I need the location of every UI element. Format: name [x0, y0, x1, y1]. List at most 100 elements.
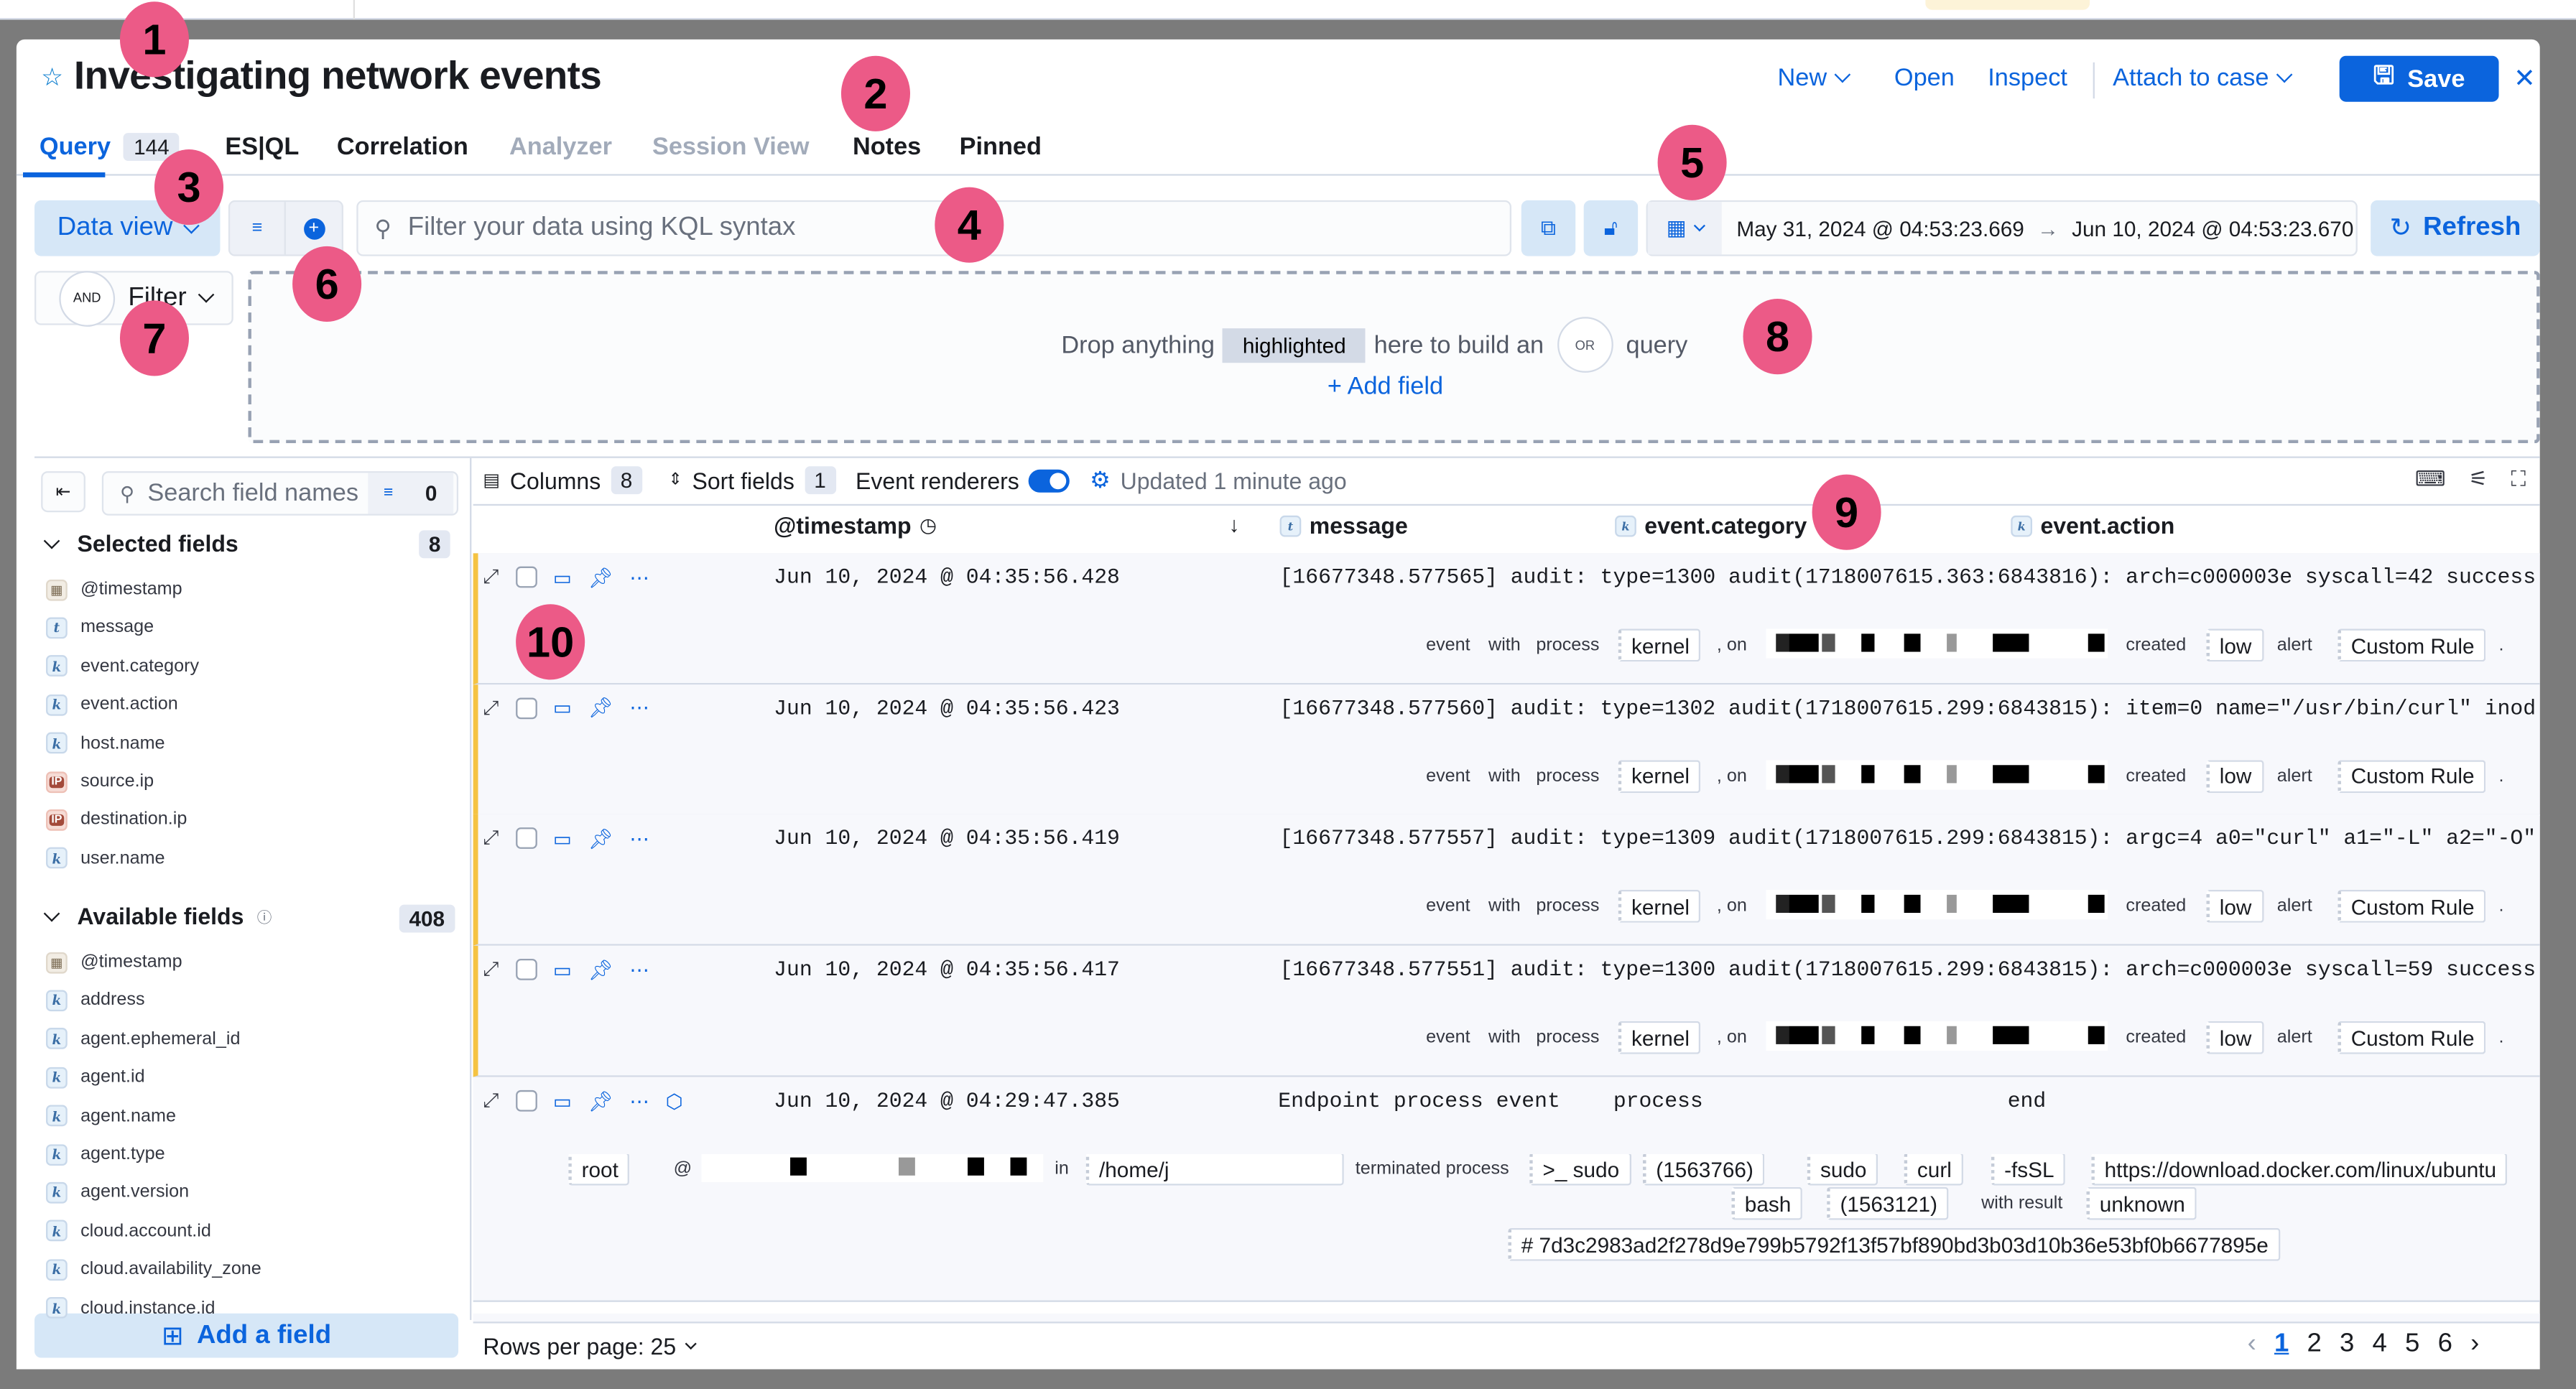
table-row[interactable] [473, 814, 2540, 947]
arg-chip[interactable]: -fsSL [1991, 1154, 2066, 1186]
tab-correlation[interactable]: Correlation [337, 133, 468, 161]
row-timestamp[interactable]: Jun 10, 2024 @ 04:35:56.428 [774, 565, 1120, 590]
chevron-right-icon[interactable]: › [2470, 1329, 2480, 1358]
expand-icon[interactable]: ⤢ [483, 565, 499, 588]
date-end[interactable]: Jun 10, 2024 @ 04:53:23.670 [2072, 215, 2354, 241]
pin-icon[interactable]: 📌︎ [588, 827, 613, 850]
date-picker[interactable]: ▦ May 31, 2024 @ 04:53:23.669 → Jun 10, … [1646, 200, 2358, 256]
severity-chip[interactable]: low [2206, 759, 2264, 793]
add-filter-button[interactable]: + [286, 202, 342, 254]
sort-descending-icon[interactable]: ↓ [1228, 512, 1240, 537]
field-search-input[interactable]: ⚲ Search field names ≡ 0 [101, 471, 459, 516]
field-list-item[interactable]: k event.action [46, 692, 178, 718]
column-header-eventcategory[interactable]: k event.category [1615, 512, 1807, 539]
severity-chip[interactable]: low [2206, 628, 2264, 662]
page-4[interactable]: 4 [2372, 1329, 2387, 1358]
field-list-item[interactable]: k agent.name [46, 1102, 176, 1129]
available-fields-toggle[interactable]: Available fields ⓘ [43, 903, 272, 929]
date-start[interactable]: May 31, 2024 @ 04:53:23.669 [1736, 215, 2024, 241]
column-header-eventaction[interactable]: k event.action [2011, 512, 2174, 539]
field-list-item[interactable]: k user.name [46, 845, 165, 872]
add-field-link[interactable]: + Add field [1327, 372, 1444, 401]
parent-process-chip[interactable]: bash [1731, 1186, 1803, 1220]
tab-es-ql[interactable]: ES|QL [225, 133, 299, 161]
kql-search-input[interactable]: ⚲ Filter your data using KQL syntax [356, 200, 1512, 256]
header-action-attach-to-case[interactable]: Attach to case [2113, 64, 2293, 92]
process-chip[interactable]: kernel [1618, 628, 1702, 662]
rule-chip[interactable]: Custom Rule [2338, 1021, 2486, 1054]
severity-chip[interactable]: low [2206, 1021, 2264, 1054]
unlock-icon[interactable]: 🔓︎ [1583, 200, 1639, 256]
field-list-item[interactable]: k cloud.availability_zone [46, 1256, 261, 1283]
expand-icon[interactable]: ⤢ [483, 826, 499, 850]
page-1[interactable]: 1 [2274, 1329, 2289, 1358]
pin-icon[interactable]: 📌︎ [588, 565, 613, 589]
chevron-left-icon[interactable]: ‹ [2247, 1329, 2256, 1358]
more-actions-icon[interactable]: ⋯ [629, 958, 649, 982]
process-chip[interactable]: kernel [1618, 1021, 1702, 1054]
tab-query[interactable]: Query 144 [40, 133, 180, 162]
display-settings-icon[interactable]: ⚟ [2468, 466, 2488, 491]
pin-icon[interactable]: 📌︎ [588, 696, 613, 720]
expand-icon[interactable]: ⤢ [483, 695, 499, 719]
pin-icon[interactable]: 📌︎ [588, 958, 613, 982]
more-actions-icon[interactable]: ⋯ [629, 1089, 649, 1112]
page-5[interactable]: 5 [2405, 1329, 2420, 1358]
field-list-item[interactable]: IP source.ip [46, 768, 154, 795]
user-chip[interactable]: root [568, 1154, 630, 1186]
row-checkbox[interactable] [515, 1090, 537, 1112]
field-list-item[interactable]: k agent.ephemeral_id [46, 1026, 240, 1052]
add-a-field-button[interactable]: ⊞ Add a field [34, 1313, 459, 1358]
field-list-item[interactable]: k agent.version [46, 1179, 189, 1206]
comment-icon[interactable]: ▭ [552, 958, 572, 982]
expand-icon[interactable]: ⤢ [483, 957, 499, 980]
field-list-item[interactable]: IP destination.ip [46, 807, 187, 833]
column-header-message[interactable]: t message [1279, 512, 1408, 539]
tab-notes[interactable]: Notes [853, 133, 921, 161]
tab-pinned[interactable]: Pinned [960, 133, 1042, 161]
table-row[interactable] [473, 945, 2540, 1077]
gear-icon[interactable]: ⚙ [1090, 466, 1111, 493]
row-checkbox[interactable] [515, 697, 537, 719]
field-list-item[interactable]: k event.category [46, 653, 199, 679]
more-actions-icon[interactable]: ⋯ [629, 827, 649, 850]
collapse-sidebar-icon[interactable]: ⇤ [41, 471, 85, 513]
directory-chip[interactable]: /home/j [1085, 1154, 1344, 1186]
row-timestamp[interactable]: Jun 10, 2024 @ 04:35:56.419 [774, 826, 1120, 852]
field-list-item[interactable]: k cloud.account.id [46, 1218, 211, 1245]
header-action-open[interactable]: Open [1894, 64, 1955, 92]
row-checkbox[interactable] [515, 566, 537, 588]
comment-icon[interactable]: ▭ [552, 1089, 572, 1112]
field-list-item[interactable]: k cloud.instance.id [46, 1295, 215, 1321]
header-action-new[interactable]: New [1778, 64, 1851, 92]
favorite-star-icon[interactable]: ☆ [41, 64, 63, 93]
sort-fields-button[interactable]: ⇕ Sort fields 1 [669, 466, 836, 495]
page-6[interactable]: 6 [2437, 1329, 2452, 1358]
result-chip[interactable]: unknown [2086, 1186, 2197, 1220]
fullscreen-icon[interactable]: ⛶ [2511, 466, 2526, 491]
table-row[interactable] [473, 684, 2540, 816]
page-3[interactable]: 3 [2340, 1329, 2355, 1358]
filter-menu-icon[interactable]: ≡ [230, 202, 286, 255]
column-header-timestamp[interactable]: @timestamp ◷ [774, 512, 937, 539]
endpoint-icon[interactable]: ⬡ [665, 1089, 683, 1112]
pid-chip[interactable]: (1563766) [1643, 1154, 1765, 1186]
field-list-item[interactable]: k agent.id [46, 1064, 145, 1091]
field-list-item[interactable]: k host.name [46, 730, 165, 756]
comment-icon[interactable]: ▭ [552, 827, 572, 850]
selected-fields-toggle[interactable]: Selected fields [43, 530, 238, 557]
arg-chip[interactable]: https://download.docker.com/linux/ubuntu [2091, 1154, 2508, 1186]
severity-chip[interactable]: low [2206, 890, 2264, 924]
field-list-item[interactable]: k agent.type [46, 1141, 165, 1168]
save-button[interactable]: 🖫 Save [2339, 55, 2499, 102]
table-row[interactable] [473, 553, 2540, 685]
query-builder-icon[interactable]: ⧉ [1521, 200, 1576, 256]
row-checkbox[interactable] [515, 959, 537, 980]
process-chip[interactable]: kernel [1618, 890, 1702, 924]
close-icon[interactable]: ✕ [2514, 65, 2536, 94]
ppid-chip[interactable]: (1563121) [1827, 1186, 1950, 1220]
rule-chip[interactable]: Custom Rule [2338, 628, 2486, 662]
row-timestamp[interactable]: Jun 10, 2024 @ 04:35:56.417 [774, 957, 1120, 982]
refresh-button[interactable]: ↻ Refresh [2371, 200, 2540, 256]
more-actions-icon[interactable]: ⋯ [629, 696, 649, 720]
